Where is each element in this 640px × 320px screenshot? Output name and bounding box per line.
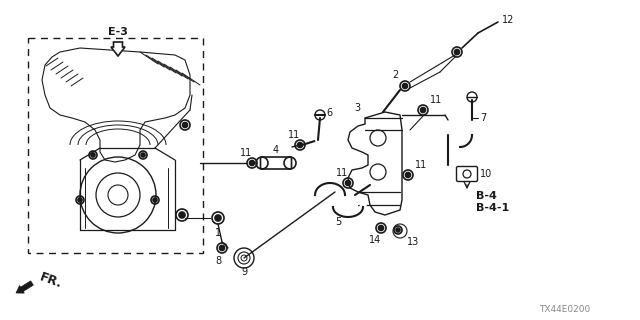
Text: 4: 4 (273, 145, 279, 155)
Circle shape (454, 50, 460, 54)
Circle shape (78, 198, 82, 202)
Circle shape (215, 215, 221, 221)
Bar (28, 38, 203, 253)
Text: 10: 10 (480, 169, 492, 179)
Text: B-4: B-4 (476, 191, 497, 201)
Circle shape (153, 198, 157, 202)
Text: 6: 6 (326, 108, 332, 118)
Text: 11: 11 (430, 95, 442, 105)
Circle shape (396, 228, 400, 232)
Text: 11: 11 (240, 148, 252, 158)
Circle shape (141, 153, 145, 157)
FancyArrow shape (16, 281, 33, 293)
Text: 8: 8 (215, 256, 221, 266)
Text: E-3: E-3 (108, 27, 128, 37)
Text: 12: 12 (502, 15, 515, 25)
Circle shape (346, 180, 351, 186)
Circle shape (91, 153, 95, 157)
Text: 13: 13 (407, 237, 419, 247)
Circle shape (298, 142, 303, 148)
Text: 14: 14 (369, 235, 381, 245)
Circle shape (378, 226, 383, 230)
Text: 11: 11 (288, 130, 300, 140)
FancyBboxPatch shape (260, 157, 291, 169)
Circle shape (420, 108, 426, 113)
Circle shape (250, 161, 255, 165)
Circle shape (220, 245, 225, 251)
Circle shape (406, 172, 410, 178)
Text: B-4-1: B-4-1 (476, 203, 509, 213)
Text: 3: 3 (354, 103, 360, 113)
Text: 11: 11 (336, 168, 348, 178)
Text: FR.: FR. (38, 271, 64, 291)
FancyArrow shape (111, 42, 125, 56)
Circle shape (403, 84, 408, 89)
FancyBboxPatch shape (456, 166, 477, 181)
Circle shape (182, 123, 188, 127)
Text: 9: 9 (241, 267, 247, 277)
Text: 5: 5 (335, 217, 341, 227)
Text: 2: 2 (392, 70, 398, 80)
Text: 1: 1 (215, 228, 221, 238)
Text: TX44E0200: TX44E0200 (539, 306, 590, 315)
Text: 7: 7 (480, 113, 486, 123)
Text: 11: 11 (415, 160, 428, 170)
Circle shape (179, 212, 185, 218)
